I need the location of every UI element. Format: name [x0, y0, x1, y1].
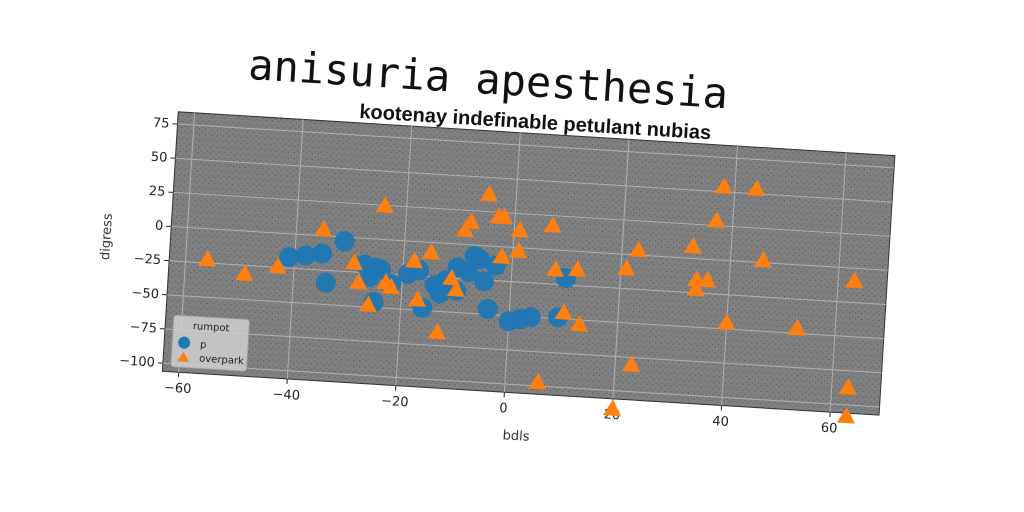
point-overpark: [479, 184, 498, 202]
point-p: [312, 243, 333, 264]
point-overpark: [375, 196, 394, 214]
point-overpark: [707, 211, 726, 228]
y-tick-label: 75: [152, 116, 169, 132]
legend-label-overpark: overpark: [199, 354, 244, 368]
point-overpark: [602, 399, 621, 417]
point-p: [477, 298, 498, 319]
point-p: [334, 231, 355, 252]
y-tick-label: −25: [133, 252, 161, 269]
y-grid-line: [173, 191, 891, 237]
y-grid-line: [177, 123, 895, 169]
point-overpark: [314, 220, 333, 237]
point-overpark: [494, 207, 513, 225]
x-grid-line: [829, 152, 847, 413]
point-overpark: [836, 406, 855, 424]
point-overpark: [446, 280, 465, 297]
point-overpark: [455, 220, 474, 238]
point-overpark: [714, 177, 733, 195]
point-p: [520, 307, 541, 328]
x-tick-label: 60: [820, 421, 837, 437]
x-tick-label: −20: [381, 394, 409, 411]
point-overpark: [567, 260, 586, 277]
point-overpark: [381, 277, 400, 295]
point-overpark: [528, 372, 547, 390]
point-overpark: [510, 221, 529, 238]
point-overpark: [622, 355, 640, 373]
y-tick-label: 0: [154, 219, 163, 234]
x-grid-line: [721, 145, 738, 406]
point-p: [295, 245, 316, 266]
point-overpark: [686, 279, 705, 297]
legend-box: [170, 314, 251, 372]
y-tick-label: −100: [119, 353, 156, 370]
x-tick-label: 0: [499, 401, 508, 416]
x-tick-label: −60: [163, 380, 191, 397]
point-overpark: [698, 270, 717, 288]
point-overpark: [268, 256, 287, 274]
point-p: [279, 247, 300, 268]
y-tick-label: 50: [150, 150, 167, 166]
point-overpark: [747, 179, 766, 197]
y-tick-label: 25: [148, 184, 165, 200]
point-overpark: [509, 241, 528, 259]
point-overpark: [717, 313, 736, 330]
x-grid-line: [503, 132, 521, 393]
point-p: [359, 267, 380, 288]
y-tick-label: −75: [129, 320, 157, 337]
point-overpark: [344, 253, 363, 271]
y-tick-label: −50: [131, 286, 159, 303]
point-overpark: [349, 272, 368, 290]
point-overpark: [461, 212, 480, 230]
point-overpark: [569, 315, 588, 332]
y-grid-line: [175, 157, 893, 203]
point-overpark: [838, 378, 857, 395]
point-overpark: [492, 247, 511, 265]
point-p: [315, 272, 336, 293]
y-grid-line: [169, 260, 886, 306]
point-overpark: [427, 322, 446, 340]
x-tick-label: 40: [712, 414, 729, 430]
point-overpark: [404, 251, 423, 269]
point-overpark: [421, 243, 440, 260]
y-grid-line: [162, 362, 880, 408]
legend-label-p: p: [200, 340, 207, 351]
x-axis-label: bdls: [502, 428, 530, 445]
legend-marker-p: [178, 336, 191, 349]
point-overpark: [617, 259, 635, 276]
x-grid-line: [395, 126, 413, 386]
point-p: [473, 271, 494, 292]
point-overpark: [197, 249, 216, 267]
y-grid-line: [164, 328, 882, 374]
point-overpark: [629, 240, 648, 258]
y-axis-label: digress: [98, 213, 116, 261]
point-overpark: [753, 251, 772, 268]
point-overpark: [235, 264, 254, 282]
point-overpark: [543, 216, 562, 233]
point-overpark: [546, 260, 565, 277]
x-tick-label: −40: [272, 387, 300, 404]
plot-noise: [162, 111, 895, 416]
legend-title: rumpot: [193, 321, 230, 334]
point-p: [458, 262, 479, 283]
point-overpark: [554, 303, 573, 320]
point-p: [469, 249, 490, 270]
legend: rumpot p overpark: [170, 314, 251, 372]
point-overpark: [358, 295, 377, 313]
point-overpark: [787, 318, 806, 336]
legend-marker-overpark: [177, 351, 189, 362]
point-overpark: [442, 268, 460, 286]
point-overpark: [408, 290, 427, 307]
point-overpark: [845, 271, 864, 289]
point-overpark: [683, 237, 702, 254]
